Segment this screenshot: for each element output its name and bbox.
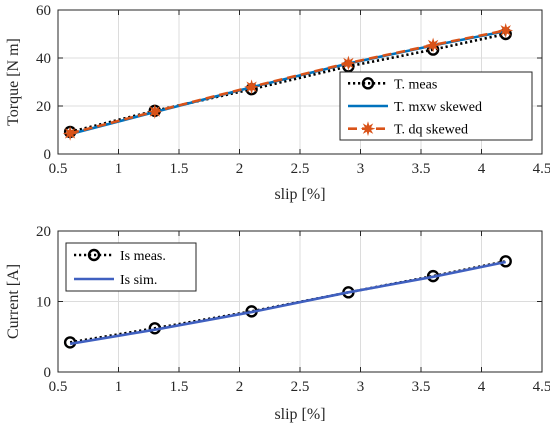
legend-label: Is sim.	[120, 273, 157, 288]
x-tick-label: 1.5	[170, 161, 189, 177]
x-tick-label: 2	[236, 161, 244, 177]
data-point	[340, 55, 356, 71]
x-tick-label: 4	[478, 379, 486, 395]
legend-item: T. mxw skewed	[348, 100, 482, 115]
x-tick-label: 0.5	[49, 379, 68, 395]
y-tick-label: 20	[36, 224, 51, 240]
y-tick-label: 0	[44, 147, 52, 163]
legend-item: T. meas	[348, 77, 437, 92]
legend-label: T. mxw skewed	[394, 100, 482, 115]
data-point	[498, 22, 514, 38]
data-point	[244, 79, 260, 95]
legend: T. meas T. mxw skewed T. dq skewed	[339, 71, 533, 141]
x-tick-label: 1	[115, 379, 123, 395]
ticks: 0.5 1 1.5 2 2.5 3 3.5 4 4.5 0 10 20	[36, 224, 550, 395]
legend-item: Is meas.	[74, 248, 166, 264]
data-point	[147, 104, 163, 119]
y-axis-label: Current [A]	[5, 264, 22, 339]
data-point	[499, 255, 512, 268]
series-line	[69, 32, 506, 134]
legend-box	[65, 242, 197, 292]
chart-2: 0.5 1 1.5 2 2.5 3 3.5 4 4.5 0 10 20 slip [%] Current …	[5, 224, 550, 423]
chart-1: 0.5 1 1.5 2 2.5 3 3.5 4 4.5 0 20 40 60 slip [%] Torque…	[5, 3, 550, 203]
series-t-dq-skewed	[62, 22, 514, 141]
legend-label: T. dq skewed	[394, 123, 468, 138]
legend-item: T. dq skewed	[348, 121, 468, 138]
x-tick-label: 1.5	[170, 379, 189, 395]
x-tick-label: 1	[115, 161, 123, 177]
data-point	[425, 37, 441, 53]
legend: Is meas. Is sim.	[65, 242, 197, 292]
x-tick-label: 3	[357, 379, 365, 395]
data-point	[62, 125, 78, 141]
legend-label: Is meas.	[120, 249, 166, 264]
y-tick-label: 0	[44, 365, 52, 381]
x-tick-label: 4	[478, 161, 486, 177]
x-tick-label: 4.5	[533, 161, 550, 177]
series-line	[69, 260, 506, 346]
y-tick-label: 40	[36, 51, 51, 67]
x-axis-label: slip [%]	[274, 406, 325, 423]
y-tick-label: 10	[36, 295, 51, 311]
x-tick-label: 3.5	[412, 161, 431, 177]
x-tick-label: 2	[236, 379, 244, 395]
series-is-sim	[69, 260, 506, 346]
x-tick-label: 4.5	[533, 379, 550, 395]
legend-marker	[87, 248, 101, 262]
series-line	[69, 29, 506, 135]
legend-label: T. meas	[394, 77, 437, 92]
x-tick-label: 2.5	[291, 161, 310, 177]
x-tick-label: 0.5	[49, 161, 68, 177]
y-tick-label: 20	[36, 99, 51, 115]
legend-marker	[360, 121, 376, 137]
legend-marker	[361, 77, 375, 90]
y-axis-label: Torque [N m]	[5, 38, 22, 126]
legend-item: Is sim.	[74, 273, 157, 288]
x-axis-label: slip [%]	[274, 186, 325, 203]
x-tick-label: 2.5	[291, 379, 310, 395]
x-tick-label: 3	[357, 161, 365, 177]
ticks: 0.5 1 1.5 2 2.5 3 3.5 4 4.5 0 20 40 60	[36, 3, 550, 177]
y-tick-label: 60	[36, 3, 51, 19]
x-tick-label: 3.5	[412, 379, 431, 395]
